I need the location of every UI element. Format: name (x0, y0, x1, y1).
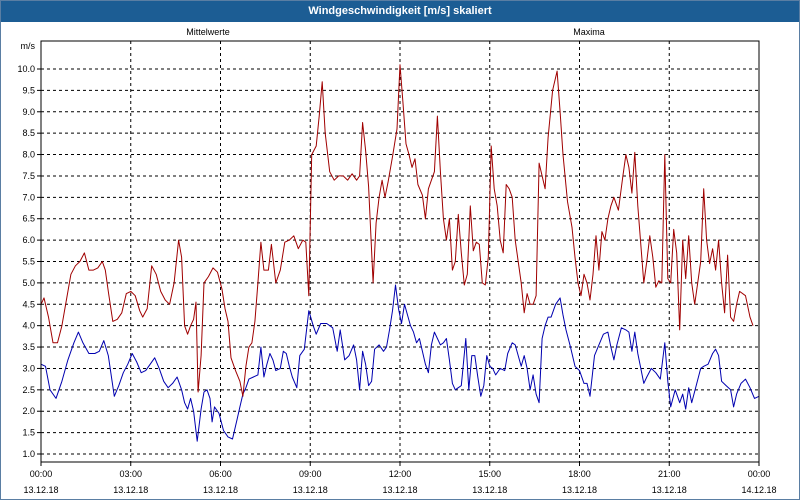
y-axis-label: m/s (21, 41, 36, 51)
y-tick-label: 6.5 (22, 214, 35, 224)
y-tick-label: 6.0 (22, 235, 35, 245)
legend-max: Maxima (573, 27, 605, 37)
y-tick-label: 4.5 (22, 299, 35, 309)
x-tick-date: 13.12.18 (562, 485, 597, 495)
x-tick-time: 00:00 (30, 469, 53, 479)
x-tick-date: 14.12.18 (741, 485, 776, 495)
x-tick-date: 13.12.18 (382, 485, 417, 495)
x-tick-date: 13.12.18 (652, 485, 687, 495)
y-tick-label: 7.0 (22, 192, 35, 202)
x-tick-date: 13.12.18 (293, 485, 328, 495)
y-tick-label: 3.5 (22, 342, 35, 352)
series-line-mean (40, 284, 760, 442)
y-tick-label: 2.5 (22, 385, 35, 395)
y-tick-label: 4.0 (22, 321, 35, 331)
y-tick-label: 1.0 (22, 449, 35, 459)
legend-mean: Mittelwerte (186, 27, 230, 37)
y-tick-label: 5.0 (22, 278, 35, 288)
window-title: Windgeschwindigkeit [m/s] skaliert (1, 1, 799, 22)
x-tick-time: 03:00 (119, 469, 142, 479)
series-line-max (40, 64, 754, 397)
y-tick-label: 5.5 (22, 257, 35, 267)
y-tick-label: 2.0 (22, 406, 35, 416)
x-tick-time: 21:00 (658, 469, 681, 479)
x-tick-date: 13.12.18 (203, 485, 238, 495)
x-tick-time: 18:00 (568, 469, 591, 479)
y-tick-label: 3.0 (22, 363, 35, 373)
y-tick-label: 8.0 (22, 150, 35, 160)
y-tick-label: 9.5 (22, 85, 35, 95)
x-tick-date: 13.12.18 (472, 485, 507, 495)
x-tick-time: 15:00 (478, 469, 501, 479)
x-tick-time: 09:00 (299, 469, 322, 479)
x-tick-time: 06:00 (209, 469, 232, 479)
y-tick-label: 9.0 (22, 107, 35, 117)
x-tick-time: 12:00 (389, 469, 412, 479)
x-tick-date: 13.12.18 (113, 485, 148, 495)
y-tick-label: 10.0 (17, 64, 35, 74)
y-tick-label: 8.5 (22, 128, 35, 138)
y-tick-label: 7.5 (22, 171, 35, 181)
x-tick-date: 13.12.18 (23, 485, 58, 495)
x-tick-time: 00:00 (748, 469, 771, 479)
y-tick-label: 1.5 (22, 428, 35, 438)
